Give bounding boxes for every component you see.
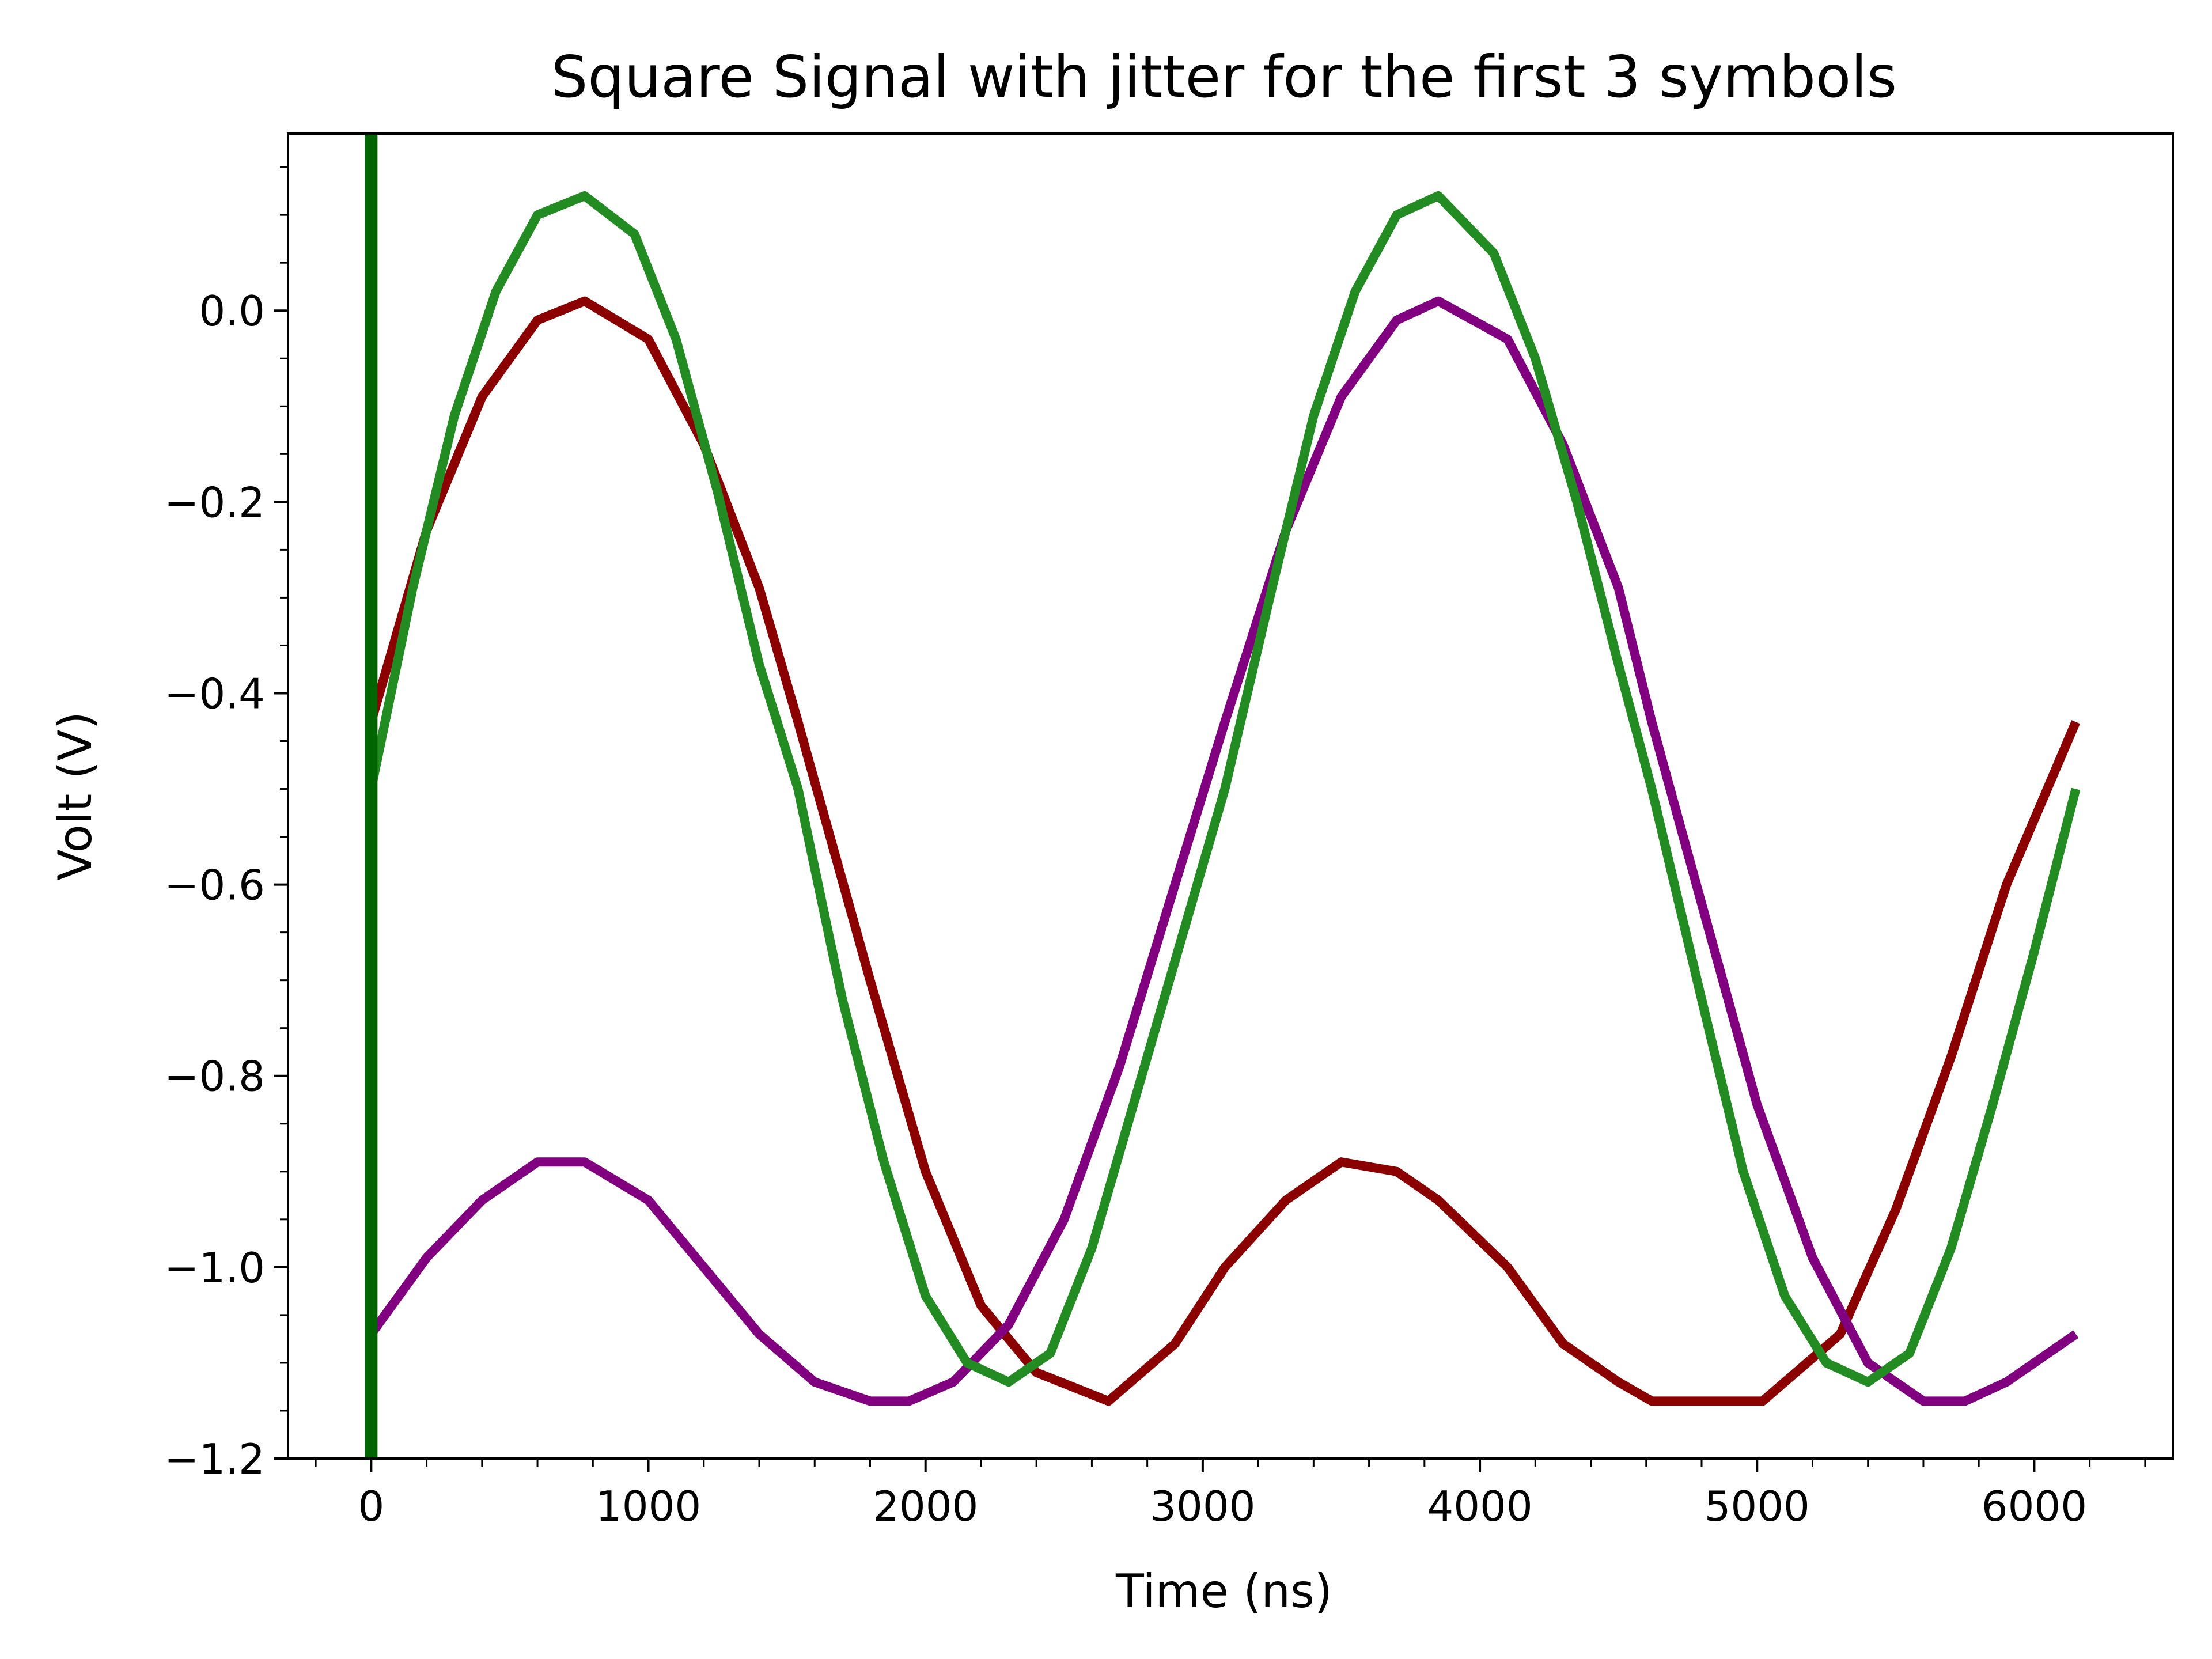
y-tick-label: −0.2 — [164, 478, 265, 527]
x-tick-label: 4000 — [1427, 1482, 1532, 1531]
chart-title: Square Signal with jitter for the first … — [551, 43, 1897, 111]
x-tick-label: 3000 — [1150, 1482, 1255, 1531]
series-line-2 — [367, 296, 2079, 1406]
x-axis-ticks: 0 1000 2000 3000 4000 5000 6000 — [315, 1459, 2146, 1531]
plot-frame — [287, 132, 2174, 1460]
y-tick-label: −0.4 — [164, 669, 265, 718]
x-tick-label: 0 — [358, 1482, 384, 1531]
x-axis-label: Time (ns) — [1115, 1565, 1332, 1618]
plot-area — [365, 134, 2081, 1459]
y-tick-label: −0.8 — [164, 1052, 265, 1101]
y-tick-label: 0.0 — [199, 287, 265, 335]
x-tick-label: 2000 — [873, 1482, 978, 1531]
y-tick-label: −0.6 — [164, 861, 265, 910]
y-tick-label: −1.2 — [164, 1435, 265, 1483]
x-tick-label: 6000 — [1982, 1482, 2087, 1531]
series-line-1 — [366, 296, 2080, 1406]
y-axis-label: Volt (V) — [48, 711, 102, 881]
series-line-3 — [366, 191, 2081, 1387]
y-axis-ticks: −1.2 −1.0 −0.8 −0.6 −0.4 −0.2 0.0 — [164, 166, 288, 1483]
y-tick-label: −1.0 — [164, 1244, 265, 1292]
x-tick-label: 5000 — [1705, 1482, 1810, 1531]
x-tick-label: 1000 — [596, 1482, 701, 1531]
